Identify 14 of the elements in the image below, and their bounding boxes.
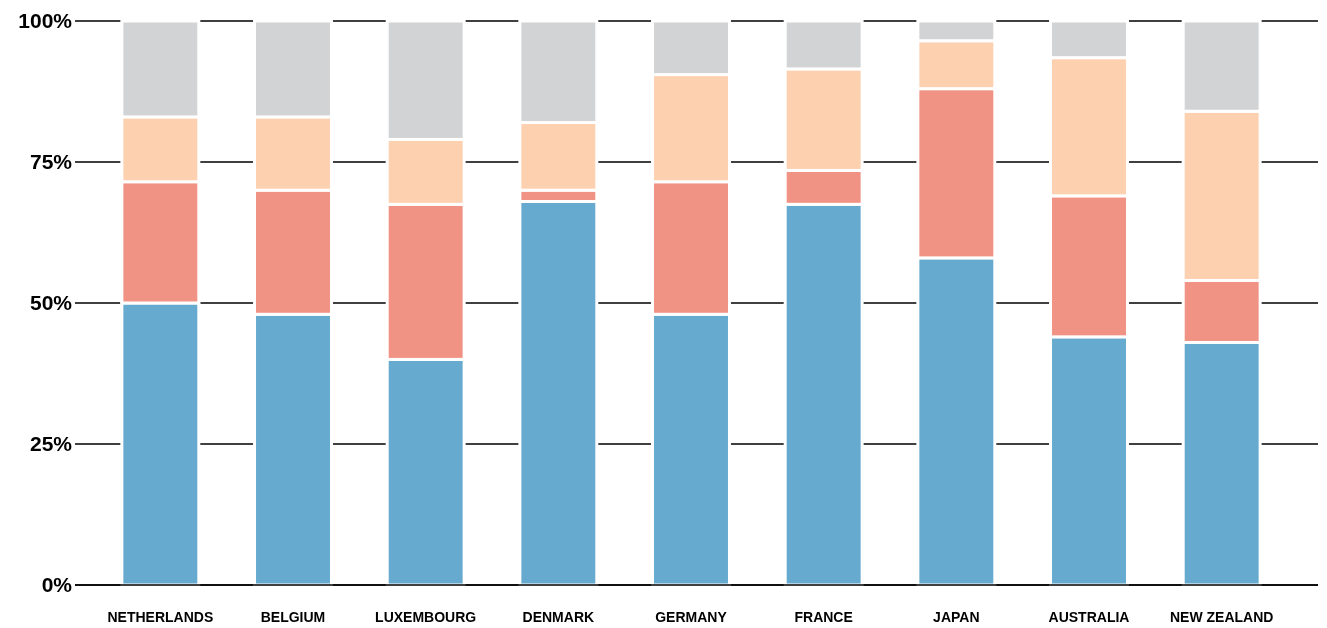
x-tick-label: NETHERLANDS [107, 609, 214, 625]
x-tick-label: AUSTRALIA [1048, 609, 1130, 625]
y-tick-label: 75% [29, 150, 73, 174]
y-tick-label: 0% [41, 573, 73, 597]
x-tick-label: NEW ZEALAND [1169, 609, 1274, 625]
y-tick-label: 25% [29, 432, 73, 456]
x-tick-label: FRANCE [794, 609, 853, 625]
x-tick-label: LUXEMBOURG [375, 609, 477, 625]
y-tick-label: 50% [29, 291, 73, 315]
x-tick-label: DENMARK [522, 609, 595, 625]
x-tick-label: GERMANY [655, 609, 728, 625]
x-tick-label: JAPAN [933, 609, 980, 625]
x-tick-label: BELGIUM [260, 609, 326, 625]
y-tick-label: 100% [18, 9, 73, 33]
